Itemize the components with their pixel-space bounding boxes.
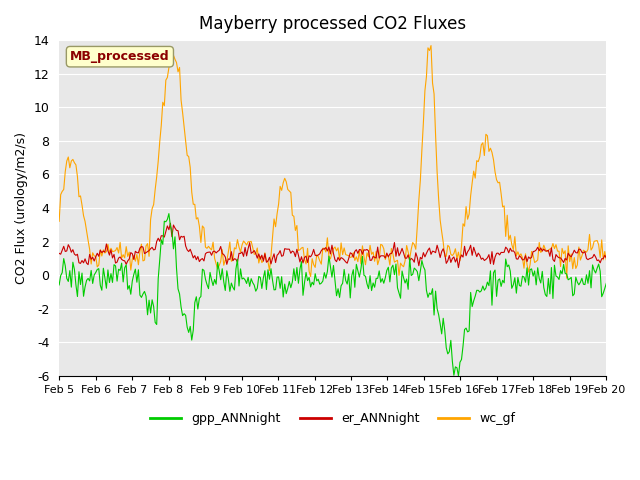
gpp_ANNnight: [165, 211, 173, 216]
er_ANNnight: [637, 261, 640, 266]
er_ANNnight: [454, 265, 462, 271]
gpp_ANNnight: [454, 373, 462, 379]
Line: er_ANNnight: er_ANNnight: [59, 223, 640, 268]
gpp_ANNnight: [93, 266, 101, 272]
Line: wc_gf: wc_gf: [59, 46, 640, 278]
er_ANNnight: [93, 251, 101, 256]
wc_gf: [55, 218, 63, 224]
wc_gf: [560, 251, 568, 256]
er_ANNnight: [561, 255, 569, 261]
wc_gf: [473, 158, 481, 164]
Title: Mayberry processed CO2 Fluxes: Mayberry processed CO2 Fluxes: [199, 15, 467, 33]
gpp_ANNnight: [357, 266, 365, 272]
gpp_ANNnight: [474, 288, 482, 293]
Y-axis label: CO2 Flux (urology/m2/s): CO2 Flux (urology/m2/s): [15, 132, 28, 284]
Text: MB_processed: MB_processed: [70, 50, 170, 63]
wc_gf: [639, 261, 640, 266]
gpp_ANNnight: [55, 282, 63, 288]
wc_gf: [637, 252, 640, 258]
wc_gf: [427, 43, 435, 48]
er_ANNnight: [166, 220, 174, 226]
Line: gpp_ANNnight: gpp_ANNnight: [59, 214, 640, 376]
gpp_ANNnight: [75, 269, 83, 275]
Legend: gpp_ANNnight, er_ANNnight, wc_gf: gpp_ANNnight, er_ANNnight, wc_gf: [145, 407, 520, 430]
gpp_ANNnight: [639, 261, 640, 266]
wc_gf: [75, 194, 83, 200]
wc_gf: [93, 264, 101, 270]
gpp_ANNnight: [637, 277, 640, 283]
wc_gf: [563, 276, 570, 281]
er_ANNnight: [55, 251, 63, 256]
wc_gf: [356, 248, 364, 253]
er_ANNnight: [357, 247, 365, 253]
er_ANNnight: [639, 254, 640, 260]
er_ANNnight: [474, 250, 482, 256]
er_ANNnight: [75, 260, 83, 266]
gpp_ANNnight: [561, 270, 569, 276]
